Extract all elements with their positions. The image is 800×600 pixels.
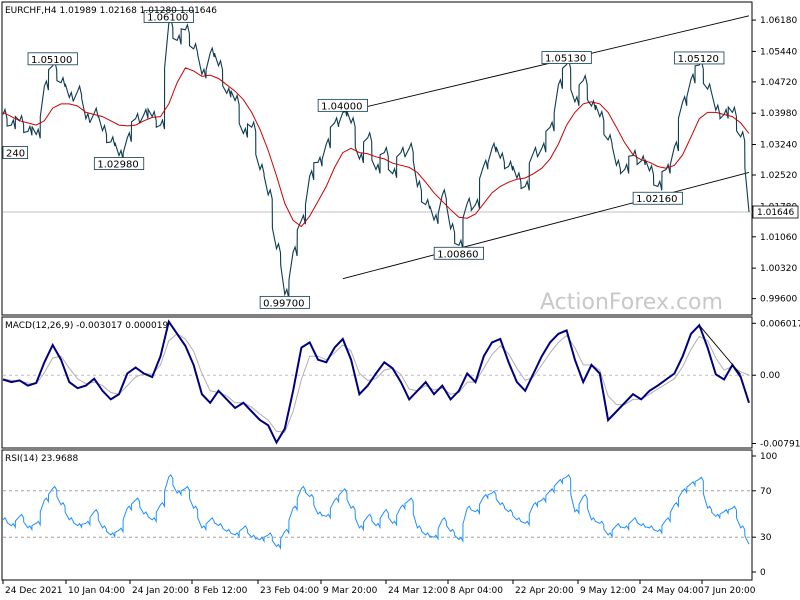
price-annotation-box — [674, 51, 725, 65]
x-tick-label: 7 Jun 20:00 — [704, 586, 756, 596]
rsi-tick-label: 100 — [760, 452, 777, 462]
price-annotation-label: 1.05120 — [678, 54, 719, 65]
price-panel-frame — [1, 1, 753, 316]
macd-line — [2, 319, 750, 445]
price-annotation-box — [317, 98, 368, 112]
price-annotation-label: 240 — [6, 149, 25, 160]
x-tick-label: 22 Apr 20:00 — [515, 586, 574, 596]
rsi-tick-label: 30 — [760, 533, 772, 543]
price-tick-label: 1.01060 — [760, 233, 797, 243]
x-tick-label: 9 May 12:00 — [580, 586, 636, 596]
price-annotation-label: 1.02980 — [97, 160, 138, 171]
price-annotation-box — [93, 157, 145, 170]
current-price-box — [752, 205, 799, 219]
price-annotation-box — [632, 191, 683, 205]
price-tick-label: 1.03980 — [760, 109, 797, 119]
macd-tick-label: 0.006017 — [760, 319, 800, 329]
price-annotation-box — [143, 10, 194, 23]
price-annotation-label: 1.04000 — [321, 101, 362, 112]
macd-signal-line — [2, 333, 750, 433]
rsi-tick-label: 70 — [760, 487, 772, 497]
price-tick-label: 1.03240 — [760, 141, 797, 151]
macd-trend-line — [698, 324, 742, 375]
price-series-line — [2, 16, 750, 299]
x-tick-label: 10 Jan 04:00 — [68, 586, 125, 596]
price-annotation-label: 1.05130 — [545, 54, 586, 65]
price-annotation-box — [259, 295, 310, 309]
x-tick-label: 24 Dec 2021 — [5, 586, 63, 596]
macd-panel-frame — [1, 316, 753, 449]
x-tick-label: 9 Mar 20:00 — [323, 586, 378, 596]
lower-channel-line — [342, 172, 750, 280]
rsi-panel-frame — [1, 449, 753, 581]
x-tick-label: 23 Feb 04:00 — [260, 586, 319, 596]
macd-tick-label: 0.00 — [760, 371, 780, 381]
rsi-header: RSI(14) 23.9688 — [5, 454, 78, 464]
price-tick-label: 1.02520 — [760, 171, 797, 181]
price-tick-label: 1.06180 — [760, 16, 797, 26]
price-annotation-label: 0.99700 — [263, 298, 304, 309]
price-annotation-box — [433, 246, 484, 260]
price-tick-label: 1.00320 — [760, 264, 797, 274]
x-tick-label: 24 Jan 20:00 — [132, 586, 189, 596]
price-tick-label: 0.99600 — [760, 295, 797, 305]
price-annotation-label: 1.06100 — [147, 12, 188, 23]
price-annotation-label: 1.02160 — [636, 194, 677, 205]
current-price-label: 1.01646 — [757, 208, 794, 218]
price-annotation-box — [2, 146, 29, 159]
x-tick-label: 8 Feb 12:00 — [194, 586, 248, 596]
price-annotation-box — [541, 51, 592, 64]
price-header: EURCHF,H4 1.01989 1.02168 1.01280 1.0164… — [5, 6, 217, 16]
moving-average-line — [2, 67, 750, 228]
x-tick-label: 8 Apr 04:00 — [450, 586, 503, 596]
upper-channel-line — [342, 15, 750, 113]
price-tick-label: 1.05440 — [760, 47, 797, 57]
price-annotation-box — [27, 52, 78, 66]
x-tick-label: 24 May 04:00 — [642, 586, 704, 596]
price-tick-label: 1.04720 — [760, 78, 797, 88]
price-annotation-label: 1.00860 — [437, 249, 478, 260]
macd-header: MACD(12,26,9) -0.003017 0.000019 — [5, 321, 168, 331]
price-annotation-label: 1.05100 — [31, 55, 72, 66]
rsi-line — [2, 474, 750, 550]
rsi-tick-label: 0 — [760, 568, 766, 578]
x-tick-label: 24 Mar 12:00 — [388, 586, 448, 596]
watermark: ActionForex.com — [540, 290, 723, 315]
